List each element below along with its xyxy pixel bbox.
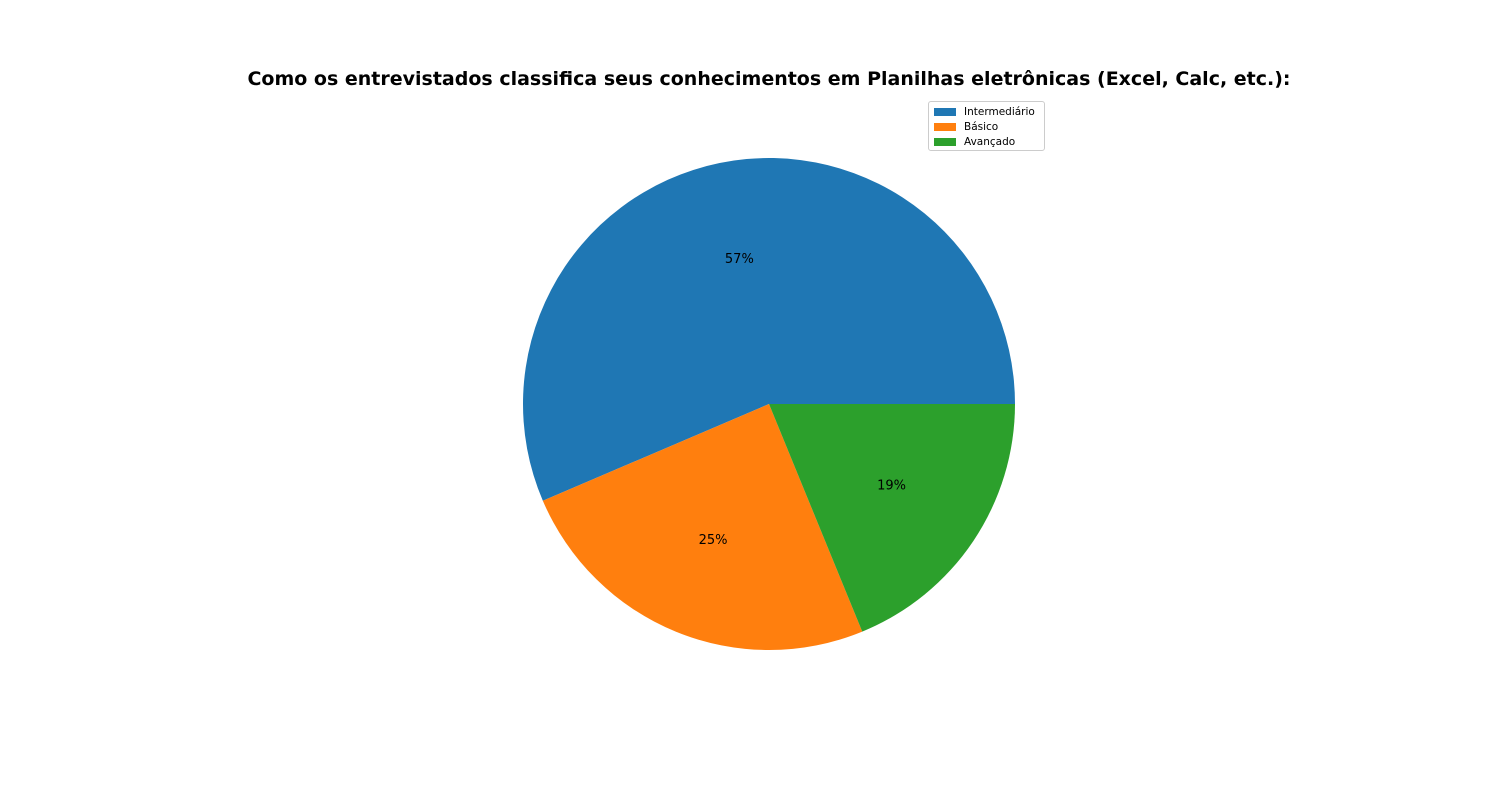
pie-slice	[523, 157, 1015, 501]
legend-swatch	[934, 123, 956, 131]
legend: Intermediário Básico Avançado	[928, 101, 1045, 151]
legend-swatch	[934, 108, 956, 116]
slice-percent-label: 57%	[725, 252, 754, 267]
chart-title: Como os entrevistados classifica seus co…	[247, 68, 1291, 90]
legend-label: Intermediário	[964, 106, 1035, 118]
legend-item: Intermediário	[934, 105, 1035, 119]
slice-percent-label: 19%	[877, 479, 906, 494]
legend-label: Avançado	[964, 136, 1016, 148]
slice-percent-label: 25%	[699, 533, 728, 548]
pie-slice	[542, 404, 863, 650]
legend-swatch	[934, 138, 956, 146]
legend-item: Básico	[934, 120, 998, 134]
pie-slice	[769, 404, 1015, 632]
legend-item: Avançado	[934, 135, 1015, 149]
legend-label: Básico	[964, 121, 999, 133]
